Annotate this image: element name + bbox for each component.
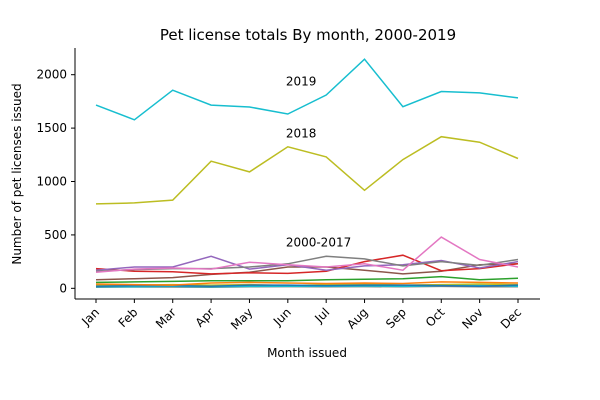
series-line-2: [95, 236, 519, 274]
x-tick-label: Aug: [344, 305, 370, 331]
x-tick-label: Feb: [116, 305, 141, 330]
x-tick-label: May: [228, 305, 255, 332]
y-tick-label: 0: [59, 281, 67, 295]
y-axis-label: Number of pet licenses issued: [10, 83, 24, 264]
y-tick-label: 1500: [36, 121, 67, 135]
series-line-0: [95, 58, 519, 121]
annotation-label: 2000-2017: [286, 236, 351, 250]
x-tick-label: Jul: [311, 305, 332, 326]
x-tick-label: Jan: [78, 305, 102, 329]
annotation-label: 2018: [286, 127, 317, 141]
y-ticks: 0 500 1000 1500 2000: [36, 68, 75, 295]
x-axis-label: Month issued: [267, 346, 347, 360]
x-tick-label: Mar: [153, 305, 179, 331]
x-tick-label: Jun: [270, 305, 294, 329]
y-tick-label: 500: [44, 228, 67, 242]
y-tick-label: 1000: [36, 175, 67, 189]
series-line-1: [95, 135, 519, 205]
series-line-5: [95, 254, 519, 275]
series-line-7: [95, 275, 519, 284]
y-tick-label: 2000: [36, 68, 67, 82]
annotation-layer: 2019 2018 2000-2017: [286, 74, 351, 249]
x-ticks: Jan Feb Mar Apr May Jun Jul Aug Sep Oct Nov Dec: [78, 299, 524, 333]
x-tick-label: Nov: [459, 305, 485, 331]
x-tick-label: Apr: [193, 305, 218, 330]
x-tick-label: Sep: [383, 305, 409, 331]
chart-title: Pet license totals By month, 2000-2019: [160, 26, 456, 44]
annotation-label: 2019: [286, 74, 317, 88]
series-layer: [95, 58, 519, 289]
series-line-8: [95, 281, 519, 286]
x-tick-label: Oct: [423, 305, 448, 330]
x-tick-label: Dec: [498, 305, 524, 331]
